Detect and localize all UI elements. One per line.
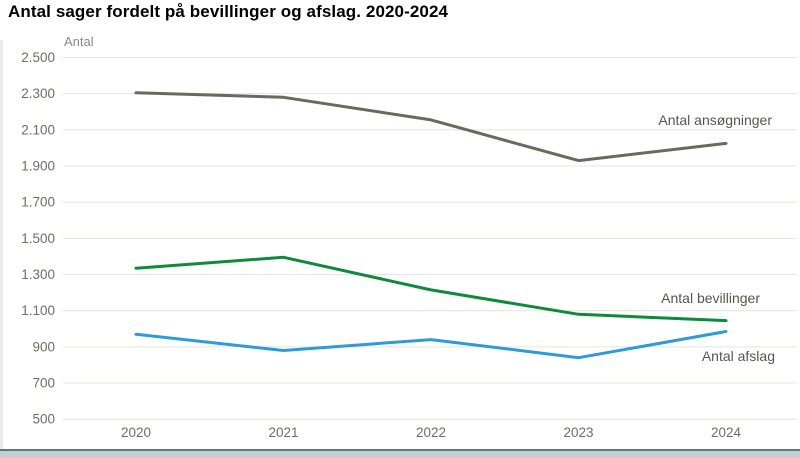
series-label-bevillinger: Antal bevillinger: [661, 290, 760, 306]
y-tick-label: 900: [32, 339, 55, 354]
x-tick-label: 2022: [416, 425, 446, 440]
y-tick-label: 1.300: [21, 267, 55, 282]
chart-title: Antal sager fordelt på bevillinger og af…: [8, 2, 449, 21]
y-tick-label: 2.100: [21, 122, 55, 137]
y-tick-label: 700: [32, 376, 55, 391]
y-tick-label: 500: [32, 412, 55, 427]
left-edge-strip: [0, 40, 3, 458]
y-tick-label: 1.900: [21, 159, 55, 174]
y-tick-label: 1.500: [21, 231, 55, 246]
bottom-scrollbar: [0, 449, 800, 458]
y-tick-label: 1.700: [21, 195, 55, 210]
y-tick-label: 2.300: [21, 86, 55, 101]
y-tick-label: 2.500: [21, 50, 55, 65]
series-line-antal-bevillinger: [134, 255, 728, 323]
x-tick-label: 2023: [563, 425, 593, 440]
series-line-antal-ans-gninger: [134, 91, 728, 163]
x-tick-label: 2024: [711, 425, 742, 440]
y-tick-label: 1.100: [21, 303, 55, 318]
series-label-ansogninger: Antal ansøgninger: [658, 112, 772, 128]
x-tick-label: 2020: [121, 425, 151, 440]
x-tick-label: 2021: [268, 425, 298, 440]
series-label-afslag: Antal afslag: [701, 348, 775, 364]
y-axis-title: Antal: [64, 34, 94, 49]
series-line-antal-afslag: [134, 330, 728, 360]
